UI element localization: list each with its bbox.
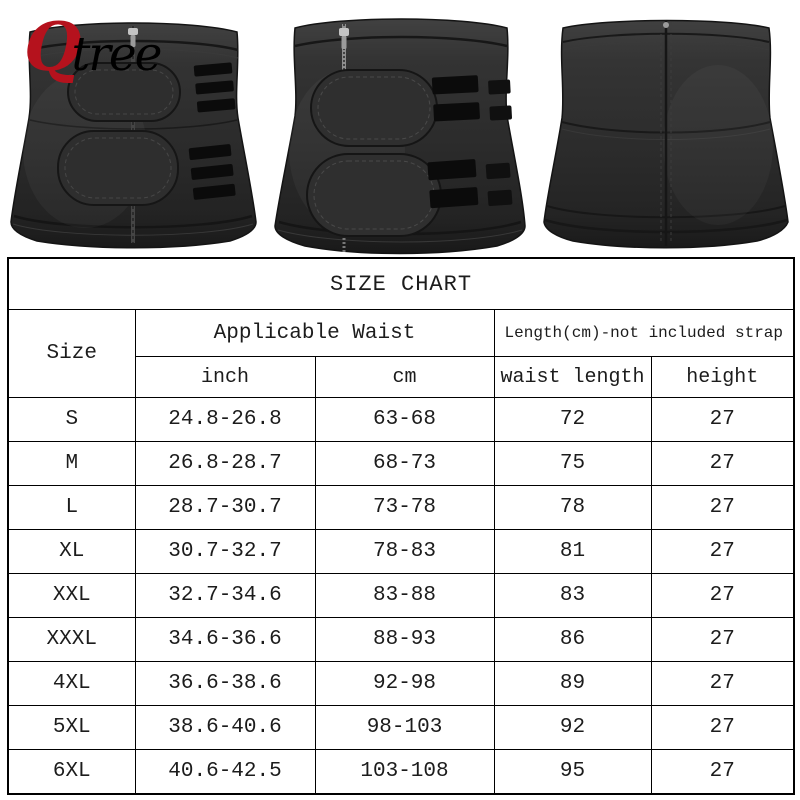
table-title-row: SIZE CHART xyxy=(7,257,795,310)
height-cell: 27 xyxy=(650,660,795,706)
cm-cell: 83-88 xyxy=(314,572,495,618)
cm-cell: 68-73 xyxy=(314,440,495,486)
height-cell: 27 xyxy=(650,484,795,530)
waist-length-cell: 89 xyxy=(493,660,652,706)
size-cell: S xyxy=(7,397,136,442)
col-header-size: Size xyxy=(7,309,136,398)
col-header-height: height xyxy=(650,356,795,398)
cm-cell: 63-68 xyxy=(314,397,495,442)
table-row: 5XL 38.6-40.6 98-103 92 27 xyxy=(7,704,795,750)
product-gallery: Q tree xyxy=(0,0,800,257)
height-cell: 27 xyxy=(650,616,795,662)
table-row: XXL 32.7-34.6 83-88 83 27 xyxy=(7,572,795,618)
height-cell: 27 xyxy=(650,397,795,442)
size-cell: L xyxy=(7,484,136,530)
height-cell: 27 xyxy=(650,572,795,618)
velcro-strap-lower xyxy=(57,130,179,206)
waist-length-cell: 75 xyxy=(493,440,652,486)
product-image-back xyxy=(533,0,800,257)
size-cell: 6XL xyxy=(7,748,136,795)
waist-trainer-angled-image xyxy=(273,18,526,255)
height-cell: 27 xyxy=(650,748,795,795)
size-cell: M xyxy=(7,440,136,486)
inch-cell: 32.7-34.6 xyxy=(134,572,316,618)
waist-length-cell: 83 xyxy=(493,572,652,618)
inch-cell: 38.6-40.6 xyxy=(134,704,316,750)
velcro-strap-upper xyxy=(67,62,181,122)
inch-cell: 30.7-32.7 xyxy=(134,528,316,574)
waist-length-cell: 81 xyxy=(493,528,652,574)
col-header-waist-length: waist length xyxy=(493,356,652,398)
size-chart-title: SIZE CHART xyxy=(7,257,795,310)
table-row: XL 30.7-32.7 78-83 81 27 xyxy=(7,528,795,574)
brand-logo-text: tree xyxy=(71,27,163,82)
col-group-length-note: Length(cm)-not included strap xyxy=(493,309,795,357)
velcro-loops-lower xyxy=(188,144,236,200)
brand-logo: Q tree xyxy=(24,8,163,86)
waist-trainer-front-image xyxy=(10,22,257,249)
back-seam xyxy=(660,20,672,246)
velcro-loops-upper xyxy=(193,62,236,113)
inch-cell: 40.6-42.5 xyxy=(134,748,316,795)
height-cell: 27 xyxy=(650,528,795,574)
size-chart-table: SIZE CHART Size Applicable Waist Length(… xyxy=(7,257,796,795)
product-image-front: Q tree xyxy=(0,0,267,257)
table-row: M 26.8-28.7 68-73 75 27 xyxy=(7,440,795,486)
waist-length-cell: 86 xyxy=(493,616,652,662)
inch-cell: 24.8-26.8 xyxy=(134,397,316,442)
zipper-stop-icon xyxy=(663,22,670,28)
velcro-strap-lower xyxy=(305,153,442,237)
waist-length-cell: 92 xyxy=(493,704,652,750)
waist-length-cell: 72 xyxy=(493,397,652,442)
col-group-applicable-waist: Applicable Waist xyxy=(134,309,495,357)
height-cell: 27 xyxy=(650,440,795,486)
table-row: L 28.7-30.7 73-78 78 27 xyxy=(7,484,795,530)
inch-cell: 36.6-38.6 xyxy=(134,660,316,706)
waist-trainer-back-image xyxy=(543,19,790,249)
cm-cell: 73-78 xyxy=(314,484,495,530)
velcro-loops-upper xyxy=(431,75,512,122)
table-row: XXXL 34.6-36.6 88-93 86 27 xyxy=(7,616,795,662)
velcro-strap-upper xyxy=(309,69,438,147)
col-header-inch: inch xyxy=(134,356,316,398)
waist-length-cell: 95 xyxy=(493,748,652,795)
inch-cell: 34.6-36.6 xyxy=(134,616,316,662)
cm-cell: 88-93 xyxy=(314,616,495,662)
inch-cell: 28.7-30.7 xyxy=(134,484,316,530)
cm-cell: 78-83 xyxy=(314,528,495,574)
waist-length-cell: 78 xyxy=(493,484,652,530)
size-cell: XL xyxy=(7,528,136,574)
brand-logo-q: Q xyxy=(24,8,82,86)
velcro-loops-lower xyxy=(427,159,513,209)
size-cell: 5XL xyxy=(7,704,136,750)
height-cell: 27 xyxy=(650,704,795,750)
size-cell: XXXL xyxy=(7,616,136,662)
table-group-header-row: Size Applicable Waist Length(cm)-not inc… xyxy=(7,309,795,398)
cm-cell: 98-103 xyxy=(314,704,495,750)
table-sub-header-row: inch cm waist length height xyxy=(8,356,795,398)
cm-cell: 92-98 xyxy=(314,660,495,706)
inch-cell: 26.8-28.7 xyxy=(134,440,316,486)
product-image-angled xyxy=(267,0,534,257)
table-row: 6XL 40.6-42.5 103-108 95 27 xyxy=(7,748,795,795)
table-row: S 24.8-26.8 63-68 72 27 xyxy=(7,397,795,442)
col-header-cm: cm xyxy=(314,356,495,398)
size-cell: XXL xyxy=(7,572,136,618)
size-cell: 4XL xyxy=(7,660,136,706)
table-row: 4XL 36.6-38.6 92-98 89 27 xyxy=(7,660,795,706)
zipper-icon xyxy=(338,24,349,252)
cm-cell: 103-108 xyxy=(314,748,495,795)
